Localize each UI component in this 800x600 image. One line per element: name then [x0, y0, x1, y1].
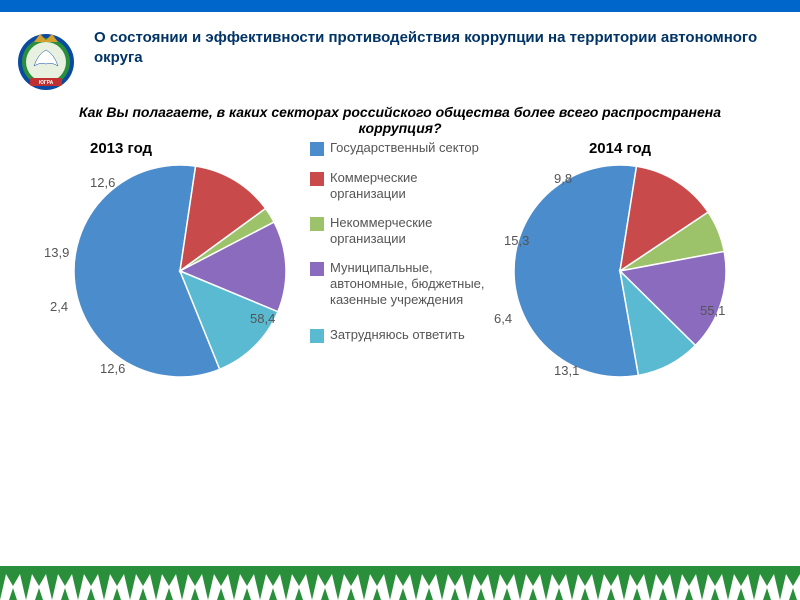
legend-item: Муниципальные, автономные, бюджетные, ка…	[310, 260, 490, 307]
slice-label: 6,4	[494, 311, 512, 326]
chart-2013-title: 2013 год	[90, 140, 152, 157]
legend-label: Государственный сектор	[330, 140, 479, 156]
slice-label: 55,1	[700, 303, 725, 318]
pie-2013: 58,412,62,413,912,6	[70, 161, 290, 381]
legend-swatch	[310, 142, 324, 156]
header: ЮГРА О состоянии и эффективности противо…	[0, 12, 800, 98]
legend-item: Коммерческие организации	[310, 170, 490, 201]
legend-label: Коммерческие организации	[330, 170, 490, 201]
page-title: О состоянии и эффективности противодейст…	[94, 22, 780, 69]
legend-swatch	[310, 262, 324, 276]
legend-swatch	[310, 217, 324, 231]
slice-label: 2,4	[50, 299, 68, 314]
chart-2014-title: 2014 год	[589, 140, 651, 157]
chart-2014: 2014 год 55,1 13,1 6,4 15,3 9,8	[490, 140, 750, 381]
slice-label: 9,8	[554, 171, 572, 186]
question-text: Как Вы полагаете, в каких секторах росси…	[0, 98, 800, 138]
emblem-icon: ЮГРА	[10, 22, 82, 94]
legend-item: Государственный сектор	[310, 140, 490, 156]
charts-area: 2013 год 58,4 12,6 2,4 13,9 12,6 Государстве…	[0, 138, 800, 381]
legend-item: Затрудняюсь ответить	[310, 327, 490, 343]
legend-label: Некоммерческие организации	[330, 215, 490, 246]
legend-swatch	[310, 172, 324, 186]
legend-item: Некоммерческие организации	[310, 215, 490, 246]
slice-label: 12,6	[100, 361, 125, 376]
legend-swatch	[310, 329, 324, 343]
slice-label: 13,9	[44, 245, 69, 260]
pie-2014: 55,113,16,415,39,8	[510, 161, 730, 381]
svg-text:ЮГРА: ЮГРА	[39, 80, 54, 86]
slice-label: 58,4	[250, 311, 275, 326]
legend-label: Затрудняюсь ответить	[330, 327, 465, 343]
legend: Государственный сектор Коммерческие орган…	[310, 140, 490, 381]
slice-label: 13,1	[554, 363, 579, 378]
top-bar	[0, 0, 800, 12]
slice-label: 15,3	[504, 233, 529, 248]
slice-label: 12,6	[90, 175, 115, 190]
chart-2013: 2013 год 58,412,62,413,912,6	[50, 140, 310, 381]
footer-pattern	[0, 554, 800, 600]
legend-label: Муниципальные, автономные, бюджетные, ка…	[330, 260, 490, 307]
